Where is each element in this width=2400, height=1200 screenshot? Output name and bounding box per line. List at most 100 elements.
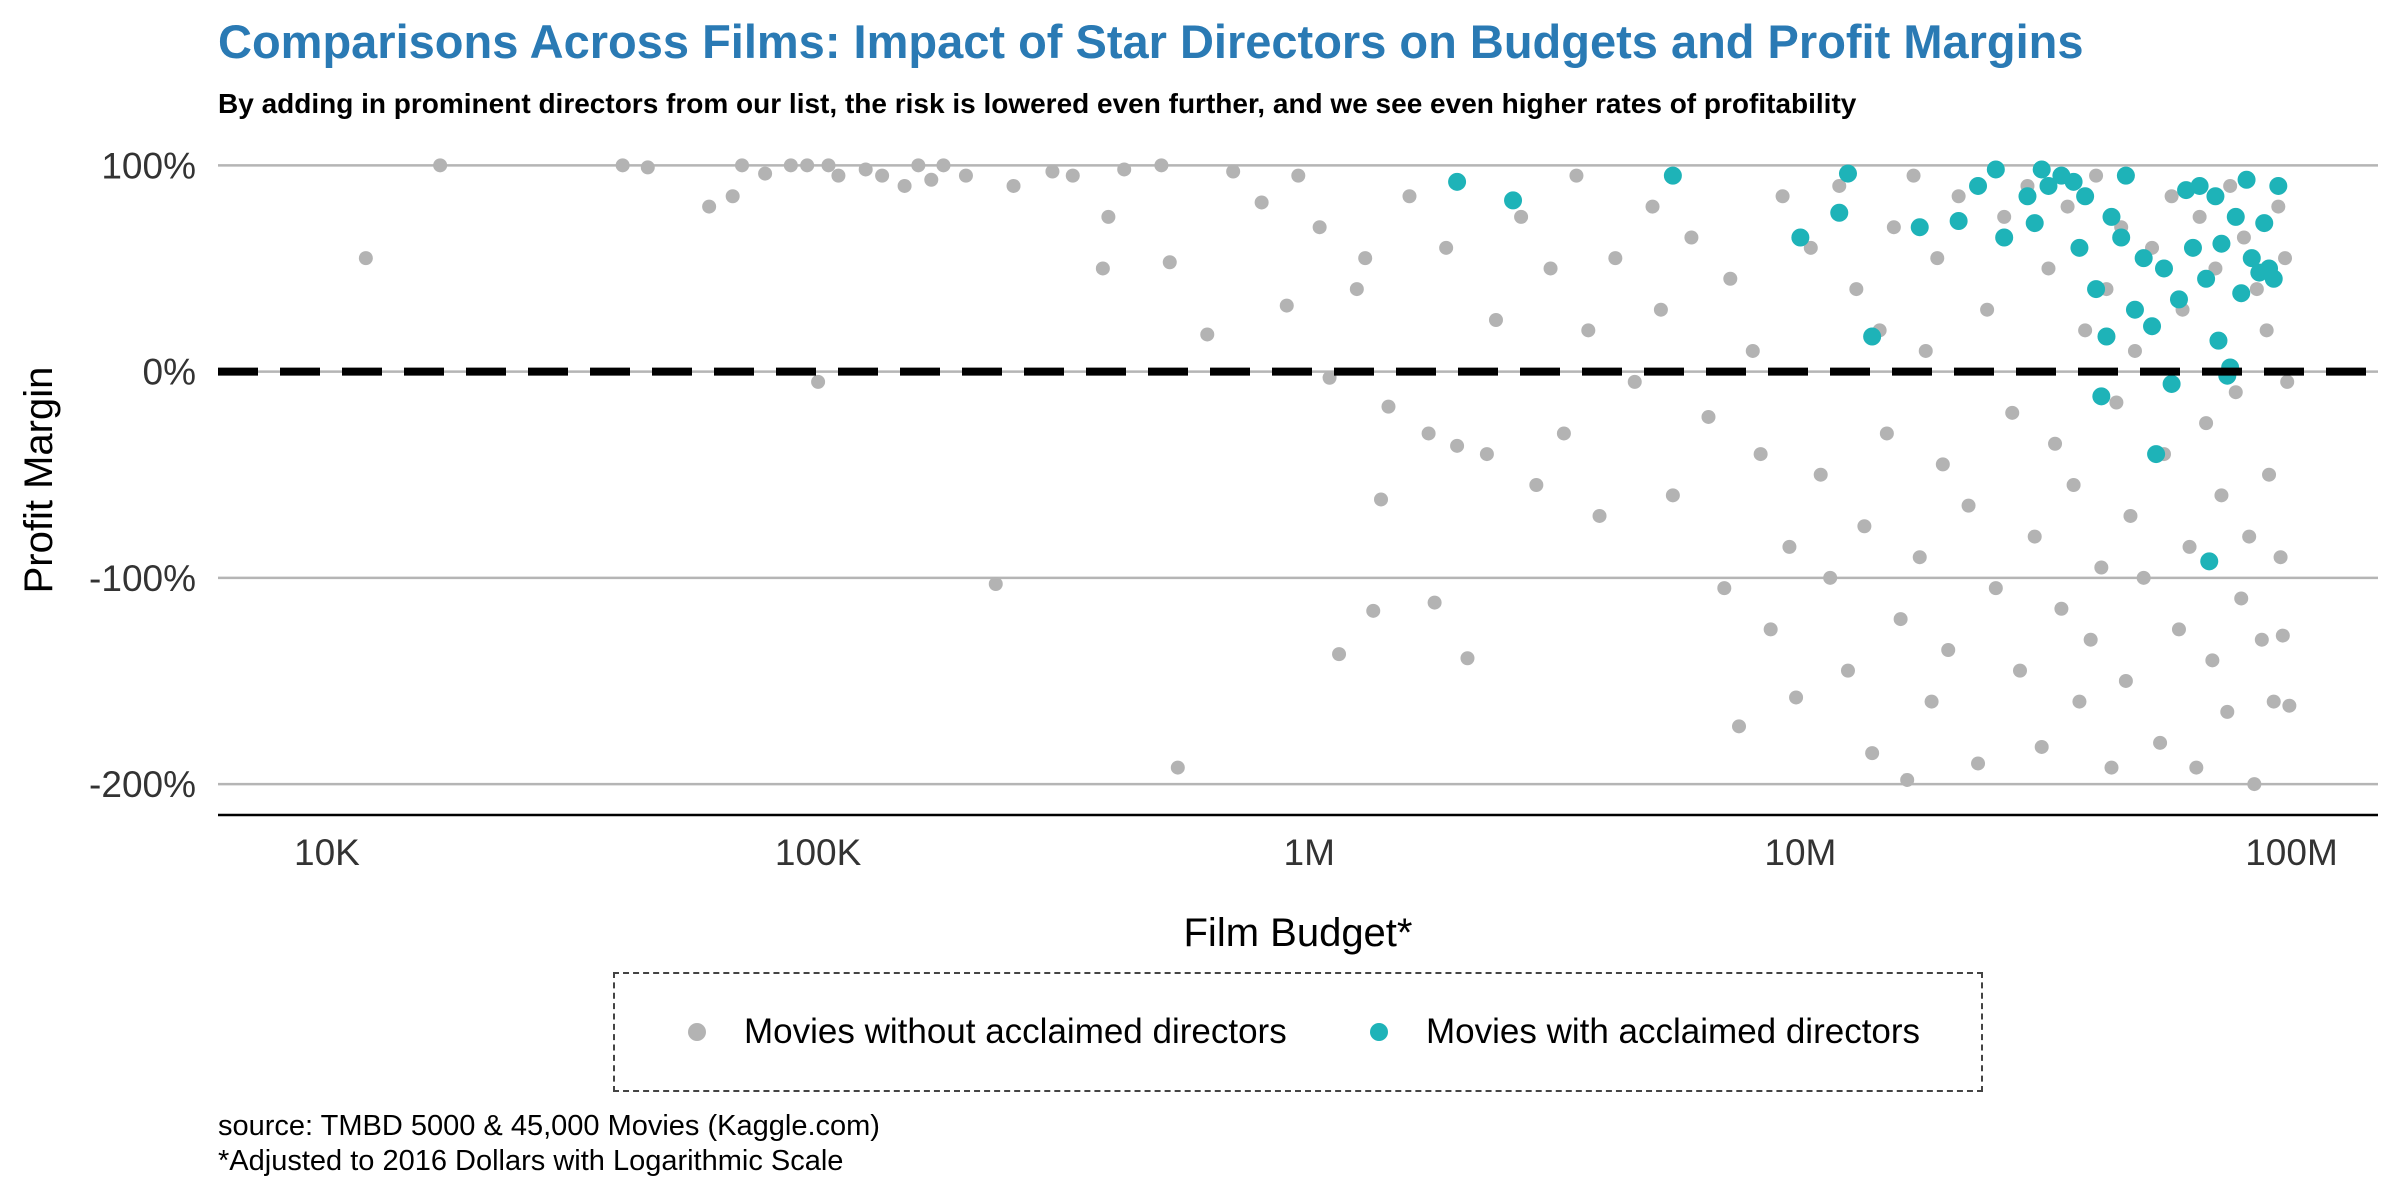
point-without-acclaimed (1608, 251, 1623, 266)
point-without-acclaimed (811, 374, 826, 389)
point-without-acclaimed (1279, 298, 1294, 313)
point-with-acclaimed (1995, 228, 2014, 247)
point-with-acclaimed (2242, 249, 2261, 268)
point-without-acclaimed (1782, 539, 1797, 554)
point-with-acclaimed (1791, 228, 1810, 247)
point-with-acclaimed (2134, 249, 2153, 268)
point-without-acclaimed (1900, 772, 1915, 787)
point-without-acclaimed (1918, 343, 1933, 358)
point-with-acclaimed (1910, 218, 1929, 237)
point-without-acclaimed (1832, 178, 1847, 193)
point-without-acclaimed (1840, 663, 1855, 678)
point-without-acclaimed (1460, 651, 1475, 666)
point-without-acclaimed (1421, 426, 1436, 441)
point-without-acclaimed (988, 577, 1003, 591)
point-without-acclaimed (2041, 261, 2056, 276)
point-without-acclaimed (1627, 374, 1642, 389)
x-tick-label: 1M (1284, 832, 1335, 873)
point-without-acclaimed (2066, 478, 2081, 492)
point-without-acclaimed (1886, 220, 1901, 235)
point-without-acclaimed (1924, 694, 1939, 709)
point-with-acclaimed (1504, 191, 1523, 210)
point-with-acclaimed (2025, 214, 2044, 233)
point-without-acclaimed (1349, 282, 1364, 297)
point-without-acclaimed (1879, 426, 1894, 441)
point-without-acclaimed (2118, 673, 2133, 688)
point-without-acclaimed (875, 168, 890, 183)
series-with-acclaimed (1448, 160, 2288, 571)
grid-layer (218, 164, 2378, 786)
point-with-acclaimed (1949, 212, 1968, 230)
series-without-acclaimed (358, 158, 2297, 792)
point-without-acclaimed (2089, 168, 2104, 183)
point-without-acclaimed (1529, 478, 1544, 492)
point-without-acclaimed (1684, 230, 1699, 245)
point-without-acclaimed (2254, 632, 2269, 647)
point-without-acclaimed (1745, 343, 1760, 358)
point-with-acclaimed (2200, 552, 2219, 571)
point-with-acclaimed (2169, 290, 2188, 309)
point-without-acclaimed (1971, 756, 1986, 771)
legend-label-without: Movies without acclaimed directors (744, 1012, 1287, 1051)
point-without-acclaimed (1645, 199, 1660, 214)
point-without-acclaimed (640, 160, 655, 175)
point-without-acclaimed (821, 158, 836, 173)
point-without-acclaimed (1717, 581, 1732, 596)
point-without-acclaimed (924, 172, 939, 187)
point-without-acclaimed (2072, 694, 2087, 709)
chart-subtitle: By adding in prominent directors from ou… (218, 88, 1857, 119)
point-without-acclaimed (1723, 271, 1738, 286)
point-without-acclaimed (1813, 467, 1828, 482)
point-without-acclaimed (1358, 251, 1373, 266)
point-without-acclaimed (2282, 698, 2297, 713)
point-with-acclaimed (2039, 176, 2058, 195)
point-with-acclaimed (1838, 164, 1857, 183)
point-without-acclaimed (1045, 164, 1060, 179)
legend-marker-with (1370, 1023, 1388, 1041)
y-tick-label: -200% (89, 764, 196, 805)
point-without-acclaimed (2136, 570, 2151, 585)
point-without-acclaimed (1291, 168, 1306, 183)
point-without-acclaimed (2214, 488, 2229, 503)
point-with-acclaimed (1969, 176, 1988, 195)
point-without-acclaimed (1789, 690, 1804, 705)
point-without-acclaimed (1374, 492, 1389, 507)
point-without-acclaimed (1170, 760, 1185, 775)
point-without-acclaimed (1732, 719, 1747, 734)
point-with-acclaimed (2237, 170, 2256, 189)
point-without-acclaimed (2164, 189, 2179, 204)
point-without-acclaimed (2259, 323, 2274, 338)
point-without-acclaimed (2027, 529, 2042, 544)
point-without-acclaimed (725, 189, 740, 204)
point-with-acclaimed (2087, 280, 2106, 299)
point-without-acclaimed (1402, 189, 1417, 204)
point-without-acclaimed (1065, 168, 1080, 183)
point-without-acclaimed (1775, 189, 1790, 204)
point-with-acclaimed (2183, 238, 2202, 257)
point-without-acclaimed (2104, 760, 2119, 775)
point-without-acclaimed (2223, 178, 2238, 193)
point-without-acclaimed (1935, 457, 1950, 472)
point-with-acclaimed (2212, 234, 2231, 253)
x-tick-label: 100K (775, 832, 862, 873)
chart-title: Comparisons Across Films: Impact of Star… (218, 15, 2084, 68)
point-without-acclaimed (1439, 240, 1454, 255)
point-without-acclaimed (2123, 508, 2138, 523)
y-axis-title: Profit Margin (17, 367, 61, 594)
point-without-acclaimed (1857, 519, 1872, 534)
point-without-acclaimed (2228, 385, 2243, 400)
point-with-acclaimed (2032, 160, 2051, 179)
point-without-acclaimed (1988, 581, 2003, 596)
point-without-acclaimed (735, 158, 750, 173)
point-without-acclaimed (1226, 164, 1241, 179)
point-without-acclaimed (2273, 550, 2288, 565)
point-with-acclaimed (1830, 203, 1849, 222)
point-without-acclaimed (2242, 529, 2257, 544)
point-with-acclaimed (2116, 166, 2135, 185)
point-without-acclaimed (1332, 647, 1347, 662)
point-without-acclaimed (2262, 467, 2277, 482)
point-without-acclaimed (1569, 168, 1584, 183)
point-without-acclaimed (2060, 199, 2075, 214)
point-without-acclaimed (2083, 632, 2098, 647)
point-with-acclaimed (2018, 187, 2037, 206)
